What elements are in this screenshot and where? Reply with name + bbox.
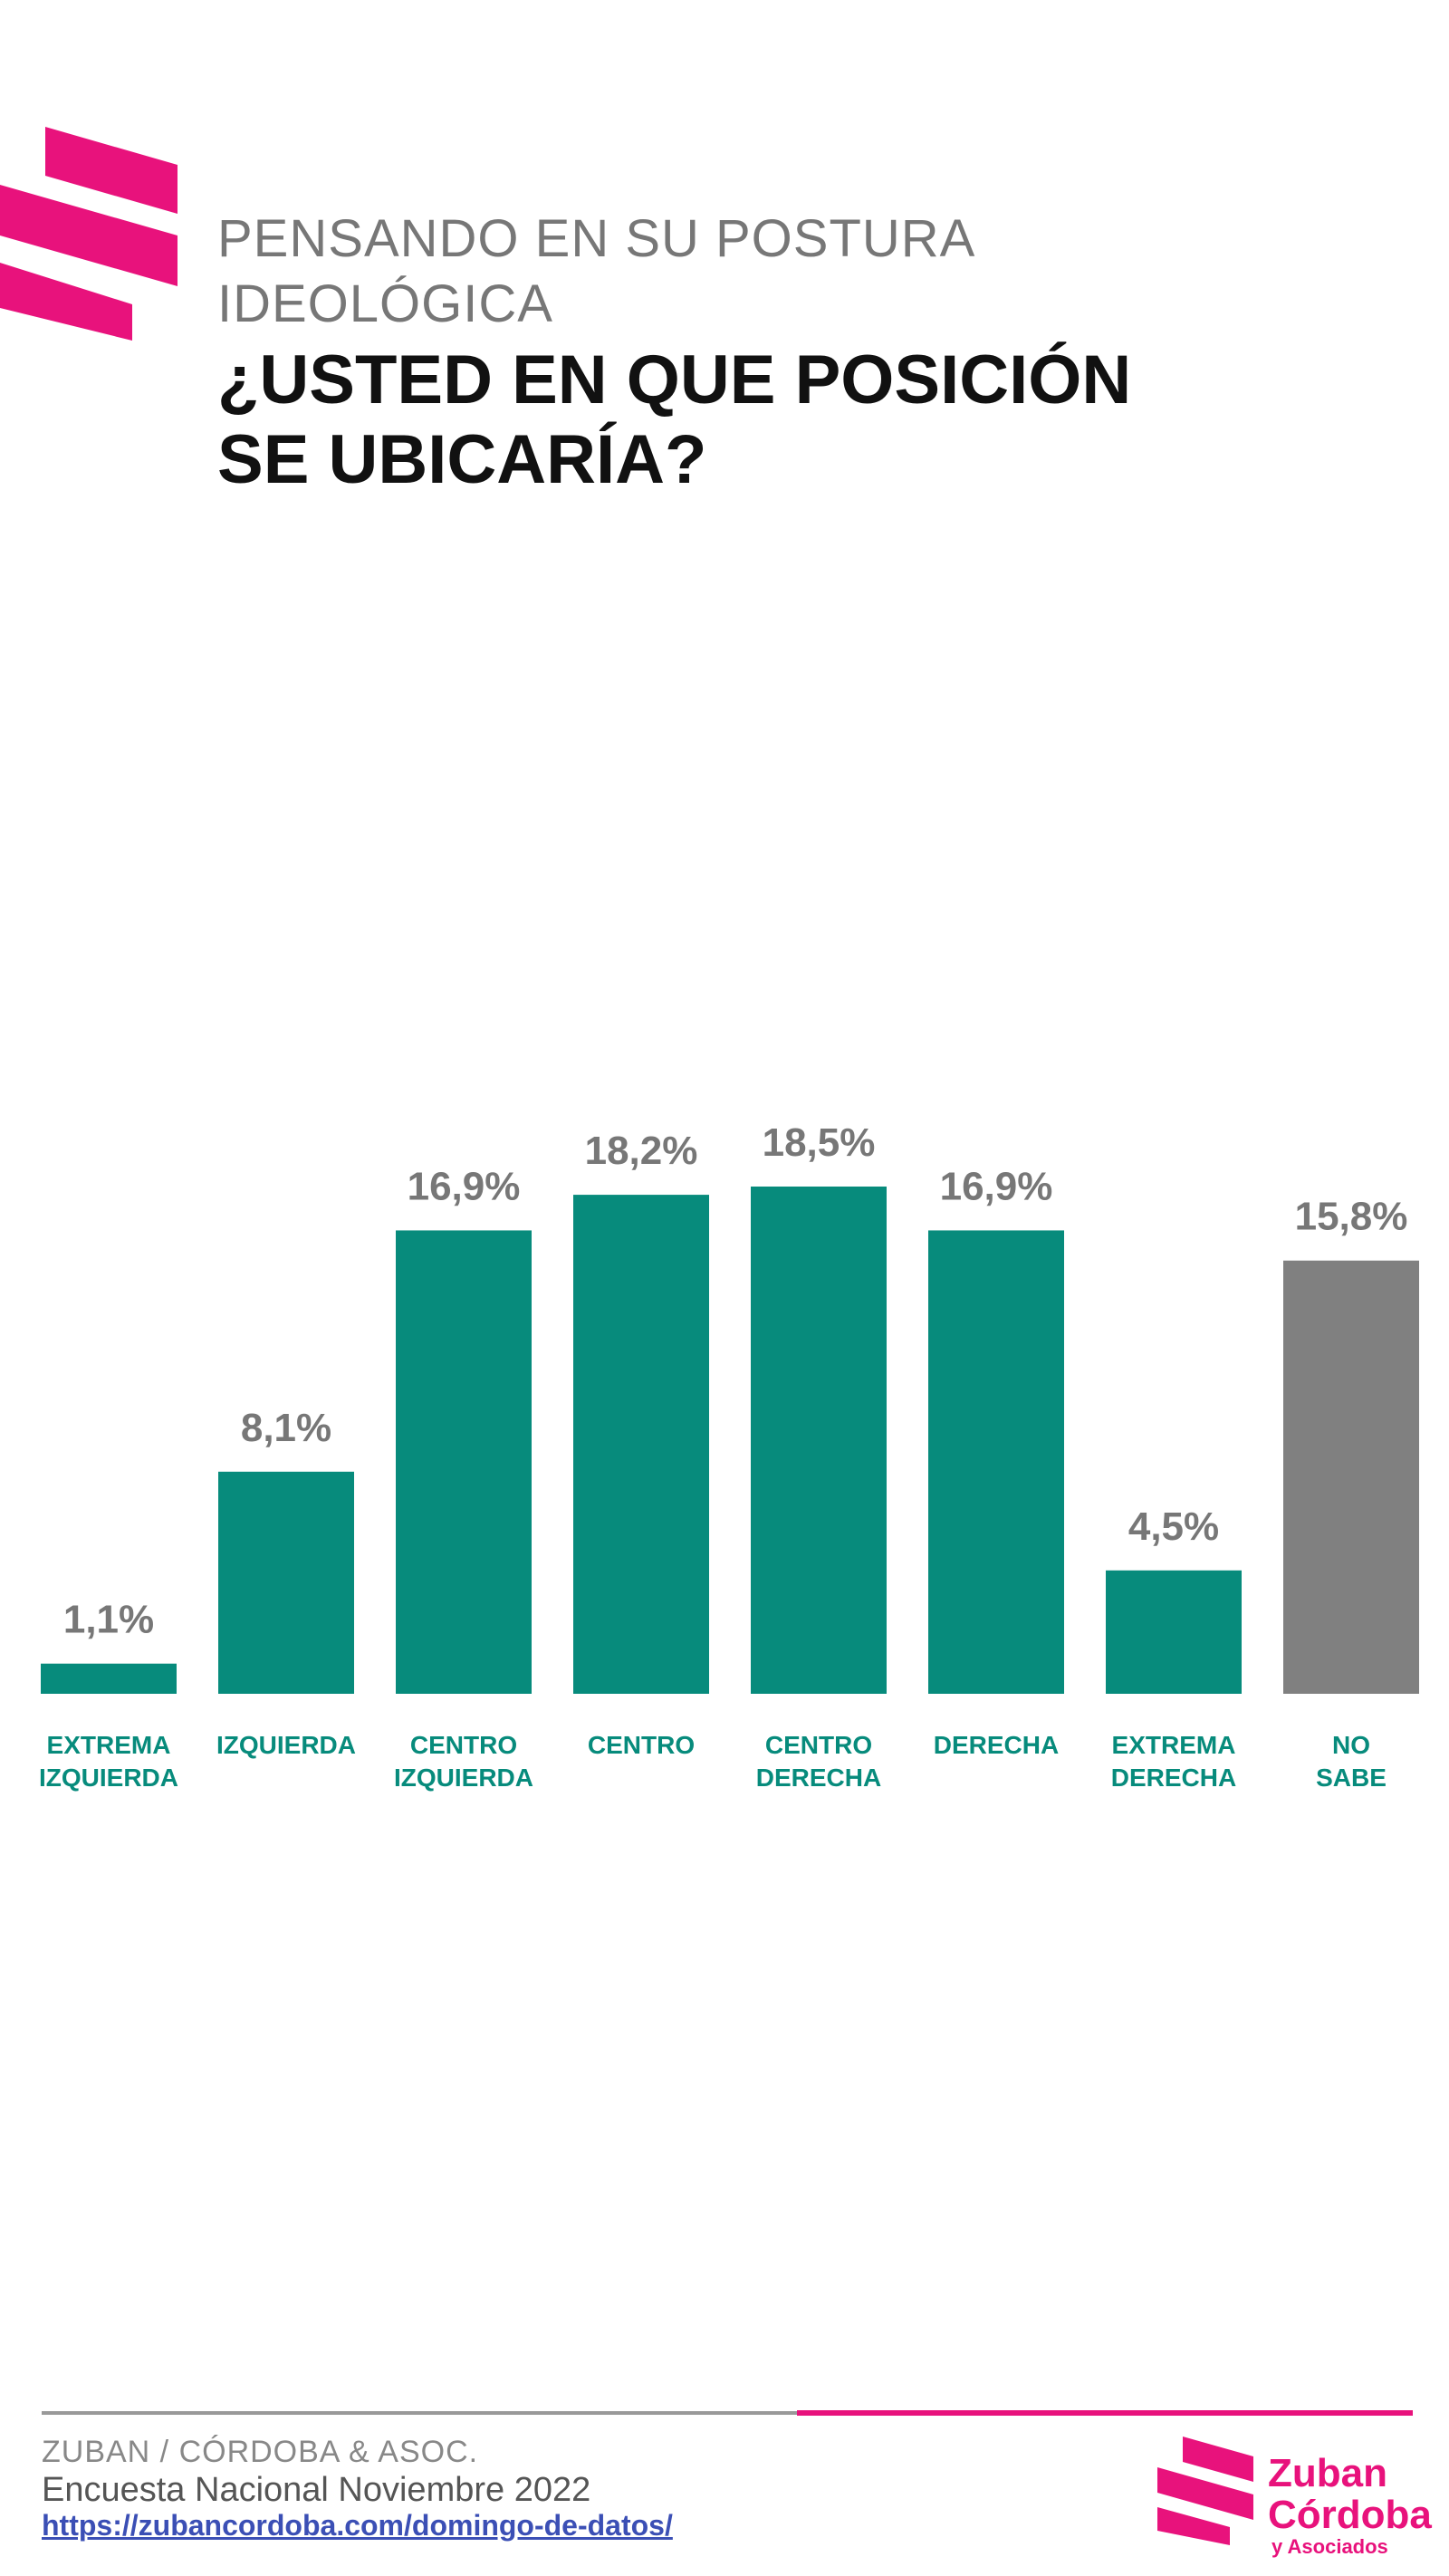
brand-name-line1: Zuban <box>1268 2451 1387 2495</box>
footer-survey-name: Encuesta Nacional Noviembre 2022 <box>42 2471 591 2509</box>
value-label-0: 1,1% <box>63 1598 154 1642</box>
footer-divider <box>42 2411 1413 2415</box>
brand-logo-stripes <box>0 127 178 341</box>
bar-7 <box>1283 1260 1419 1694</box>
bar-chart: 1,1% EXTREMA IZQUIERDA 8,1% IZQUIERDA 16,9% CE… <box>39 1120 1419 1792</box>
brand-logo-icon <box>1157 2437 1253 2545</box>
category-label-0: EXTREMA IZQUIERDA <box>39 1731 178 1792</box>
bar-0 <box>41 1663 177 1694</box>
value-label-3: 18,2% <box>585 1129 698 1173</box>
footer-accent-line <box>797 2410 1413 2416</box>
category-label-5: DERECHA <box>934 1731 1059 1759</box>
brand-name-line3: y Asociados <box>1271 2535 1388 2558</box>
category-label-2: CENTRO IZQUIERDA <box>394 1731 533 1792</box>
value-label-5: 16,9% <box>940 1164 1053 1208</box>
value-label-1: 8,1% <box>241 1406 331 1450</box>
bar-5 <box>928 1230 1064 1694</box>
brand-wordmark: Zuban Córdoba y Asociados <box>1268 2453 1432 2558</box>
value-label-4: 18,5% <box>763 1120 876 1165</box>
chart-subtitle: PENSANDO EN SU POSTURA IDEOLÓGICA <box>217 209 976 333</box>
chart-title: ¿USTED EN QUE POSICIÓN SE UBICARÍA? <box>217 341 1132 498</box>
value-label-7: 15,8% <box>1295 1195 1408 1239</box>
category-label-4: CENTRO DERECHA <box>756 1731 881 1792</box>
value-label-2: 16,9% <box>408 1164 521 1208</box>
bar-4 <box>751 1187 887 1694</box>
footer-link[interactable]: https://zubancordoba.com/domingo-de-dato… <box>42 2509 673 2542</box>
footer-organization: ZUBAN / CÓRDOBA & ASOC. <box>42 2435 479 2469</box>
value-label-6: 4,5% <box>1128 1504 1219 1549</box>
category-label-7: NO SABE <box>1316 1731 1387 1792</box>
category-label-1: IZQUIERDA <box>216 1731 356 1759</box>
category-label-3: CENTRO <box>588 1731 695 1759</box>
bar-2 <box>396 1230 532 1694</box>
brand-name-line2: Córdoba <box>1268 2493 1432 2537</box>
bar-1 <box>218 1471 354 1694</box>
category-label-6: EXTREMA DERECHA <box>1111 1731 1236 1792</box>
bar-3 <box>573 1195 709 1694</box>
bar-6 <box>1106 1570 1242 1694</box>
